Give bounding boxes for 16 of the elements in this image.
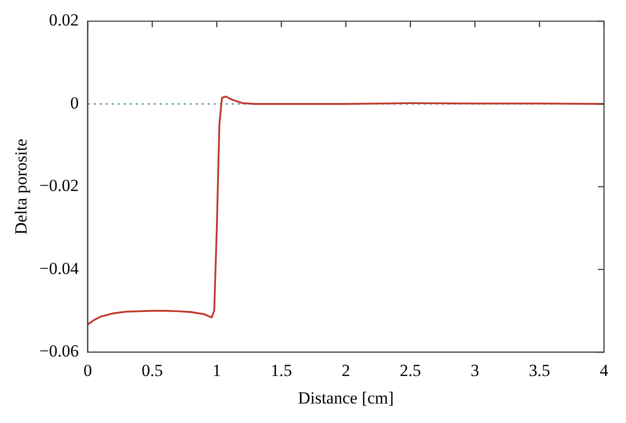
x-tick-label: 1	[212, 360, 222, 380]
y-tick-label: −0.04	[39, 258, 80, 278]
x-tick-label: 4	[600, 360, 609, 380]
x-tick-label: 1.5	[270, 360, 292, 380]
y-tick-label: −0.06	[39, 342, 79, 361]
y-tick-label: 0	[70, 93, 79, 112]
y-tick-label: −0.02	[39, 176, 79, 196]
x-tick-label: 0	[83, 360, 92, 380]
x-tick-label: 2	[342, 360, 350, 380]
x-tick-label: 0.5	[142, 360, 163, 380]
x-tick-label: 3.5	[528, 360, 550, 380]
y-axis-title: Delta porosite	[12, 138, 31, 235]
x-tick-label: 2.5	[400, 360, 422, 380]
y-tick-label: 0.02	[48, 10, 79, 30]
x-axis-title: Distance [cm]	[298, 388, 394, 408]
x-tick-label: 3	[470, 360, 480, 380]
